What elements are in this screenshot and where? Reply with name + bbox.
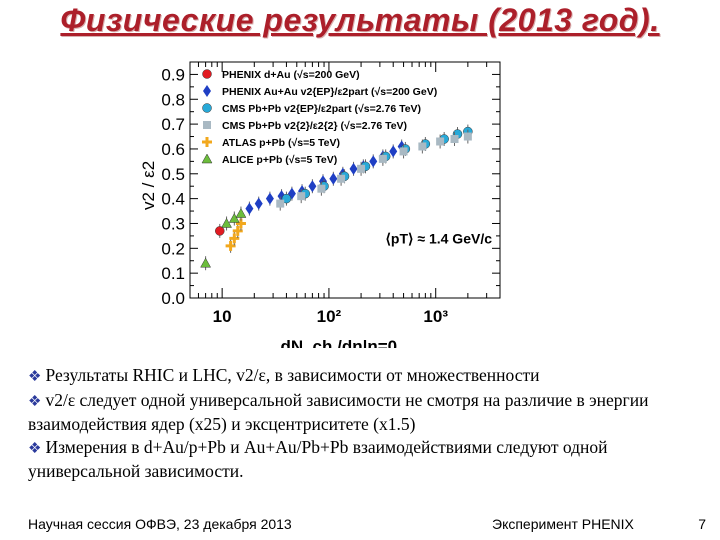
legend-marker (201, 153, 213, 164)
data-point (450, 135, 459, 144)
data-point (308, 180, 317, 193)
legend-marker (203, 85, 211, 97)
chart: 0.0 0.1 0.2 0.3 0.4 0.5 0.6 0.7 0.8 0.9 10 10² 10³ v2… (139, 61, 501, 348)
data-point (418, 142, 427, 151)
data-point (215, 226, 225, 236)
legend-entry: CMS Pb+Pb v2{2}/ε2{2} (√s=2.76 TeV) (222, 120, 407, 132)
y-tick-label: 0.8 (161, 90, 185, 109)
bullet-marker-icon: ❖ (28, 393, 42, 410)
x-tick-label: 10³ (423, 307, 448, 326)
data-point (436, 137, 445, 146)
slide-title: Физические результаты (2013 год). (60, 2, 660, 38)
data-point (225, 240, 236, 251)
y-tick-label: 0.2 (161, 239, 185, 258)
bullet-item: ❖ Измерения в d+Au/p+Pb и Au+Au/Pb+Pb вза… (28, 436, 698, 483)
data-point (378, 154, 387, 163)
data-point (463, 132, 472, 141)
legend-entry: ALICE p+Pb (√s=5 TeV) (222, 154, 337, 166)
data-point (349, 162, 358, 175)
data-point (399, 147, 408, 156)
y-tick-label: 0.3 (161, 214, 185, 233)
legend-marker (203, 121, 211, 129)
y-tick-label: 0.9 (161, 65, 185, 84)
legend-marker (202, 103, 212, 113)
data-point (265, 192, 274, 205)
y-tick-label: 0.1 (161, 264, 185, 283)
data-point (232, 225, 243, 236)
plot-frame (189, 61, 501, 299)
bullet-text: v2/ε следует одной универсальной зависим… (28, 389, 649, 435)
legend-entry: CMS Pb+Pb v2{EP}/ε2part (√s=2.76 TeV) (222, 103, 421, 115)
y-tick-label: 0.6 (161, 140, 185, 159)
data-point (389, 145, 398, 158)
data-point (276, 199, 285, 208)
x-tick-label: 10² (317, 307, 342, 326)
data-point (228, 212, 240, 223)
data-point (297, 192, 306, 201)
footer-session: Научная сессия ОФВЭ, 23 декабря 2013 (28, 516, 292, 532)
bullet-text: Результаты RHIC и LHC, v2/ε, в зависимос… (45, 365, 540, 385)
chart-annotation: ⟨pT⟩ ≈ 1.4 GeV/c (385, 230, 492, 246)
data-point (369, 155, 378, 168)
data-point (254, 197, 263, 210)
legend-marker (202, 137, 212, 147)
x-tick-label: 10 (213, 307, 232, 326)
data-point (329, 172, 338, 185)
data-point (200, 257, 212, 268)
data-point (221, 217, 232, 228)
data-point (245, 202, 254, 215)
data-point (337, 174, 346, 183)
footer-experiment: Эксперимент PHENIX (492, 516, 634, 532)
bullet-item: ❖ Результаты RHIC и LHC, v2/ε, в зависимо… (28, 364, 698, 389)
bullet-marker-icon: ❖ (28, 440, 42, 457)
data-point (317, 184, 326, 193)
data-point (357, 164, 366, 173)
page-number: 7 (698, 516, 706, 532)
bullet-text: Измерения в d+Au/p+Pb и Au+Au/Pb+Pb взаи… (28, 436, 608, 482)
legend-marker (202, 69, 212, 79)
legend-entry: ATLAS p+Pb (√s=5 TeV) (222, 137, 340, 149)
legend-entry: PHENIX Au+Au v2{EP}/ε2part (√s=200 GeV) (222, 86, 437, 98)
data-point (235, 208, 247, 218)
y-axis-label: v2 / ε2 (139, 161, 158, 210)
y-tick-label: 0.7 (161, 115, 185, 134)
data-point (229, 233, 240, 244)
bullet-marker-icon: ❖ (28, 369, 42, 385)
legend-entry: PHENIX d+Au (√s=200 GeV) (222, 69, 360, 81)
y-tick-label: 0.5 (161, 165, 185, 184)
y-tick-label: 0.0 (161, 289, 185, 308)
x-axis-label: dN_ch /dη|η=0 (280, 337, 397, 348)
y-tick-label: 0.4 (161, 190, 185, 209)
bullet-list: ❖ Результаты RHIC и LHC, v2/ε, в зависимо… (28, 364, 698, 483)
bullet-item: ❖ v2/ε следует одной универсальной зависи… (28, 389, 698, 436)
